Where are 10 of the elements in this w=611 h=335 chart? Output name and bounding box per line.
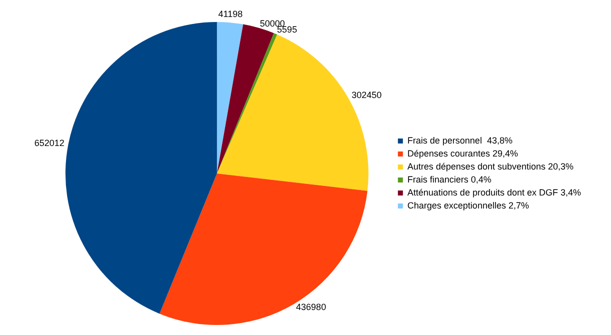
legend-label: Dépenses courantes 29,4% — [407, 148, 518, 158]
data-label: 41198 — [218, 9, 243, 20]
legend-label: Frais de personnel 43,8% — [407, 135, 512, 146]
data-label: 436980 — [296, 302, 326, 312]
legend-label: Charges exceptionnelles 2,7% — [407, 200, 529, 210]
legend-label: Frais financiers 0,4% — [407, 174, 492, 184]
data-label: 652012 — [34, 138, 64, 148]
legend-label: Atténuations de produits dont ex DGF 3,4% — [407, 187, 582, 198]
legend-label: Autres dépenses dont subventions 20,3% — [407, 161, 574, 172]
data-label: 302450 — [352, 90, 382, 100]
